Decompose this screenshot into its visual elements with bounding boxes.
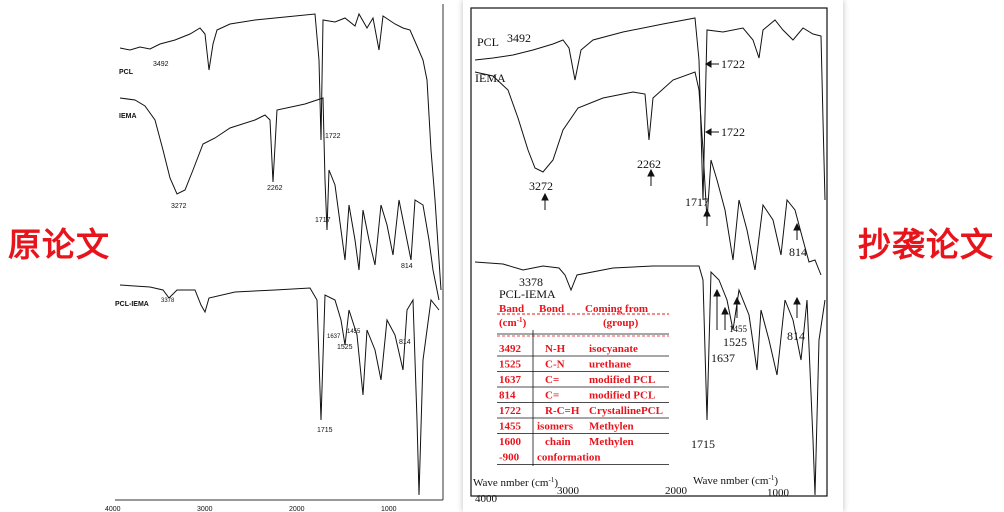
- plag-xlabel-left-sup: -1: [548, 476, 554, 484]
- orig-annot-3272: 3272: [171, 203, 187, 210]
- plagiarized-ftir-chart: PCL 3492 1722 IEMA 1722 3272 2262 1717 8…: [463, 0, 843, 512]
- orig-annot-3378: 3378: [161, 298, 175, 304]
- plagiarized-ftir-svg: PCL 3492 1722 IEMA 1722 3272 2262 1717 8…: [470, 7, 828, 505]
- table-cell-r2-c0: 1637: [499, 374, 522, 386]
- plag-iema-annot-814: 814: [789, 245, 807, 259]
- plag-pcl-iema-label: PCL-IEMA: [499, 287, 556, 301]
- plag-pcl-annot-1722: 1722: [721, 57, 745, 71]
- orig-pcl-iema-annot-814: 814: [399, 339, 411, 346]
- table-cell-r2-c1: C=: [545, 374, 559, 386]
- orig-annot-1715: 1715: [317, 427, 333, 434]
- plag-iema-annot-1722: 1722: [721, 125, 745, 139]
- plag-annot-3378: 3378: [519, 275, 543, 289]
- plag-annot-3272: 3272: [529, 179, 553, 193]
- table-header-coming-from: Coming from: [585, 303, 648, 315]
- table-cell-r3-c2: modified PCL: [589, 390, 655, 402]
- plag-annot-1525: 1525: [723, 335, 747, 349]
- table-cell-r5-c1: isomers: [537, 421, 574, 433]
- orig-annot-1455: 1455: [347, 329, 361, 335]
- plag-annot-1637: 1637: [711, 351, 735, 365]
- table-header-unit-base: (cm: [499, 317, 517, 329]
- table-cell-r2-c2: modified PCL: [589, 374, 655, 386]
- plag-xlabel-left: Wave nmber (cm-1): [473, 476, 558, 489]
- table-cell-r5-c0: 1455: [499, 421, 522, 433]
- orig-annot-1525: 1525: [337, 344, 353, 351]
- table-cell-r0-c1: N-H: [545, 343, 566, 355]
- orig-pcl-curve: [119, 12, 442, 291]
- table-cell-r0-c2: isocyanate: [589, 343, 638, 355]
- plag-xlabel-right: Wave nmber (cm-1): [693, 474, 778, 487]
- orig-xtick-1000: 1000: [381, 506, 397, 512]
- plag-xlabel-right-close: ): [774, 475, 778, 487]
- table-cell-r5-c2: Methylen: [589, 421, 634, 433]
- table-cell-r1-c1: C-N: [545, 359, 565, 371]
- band-table: Band Bond Coming from (cm-1) (group) 349…: [497, 303, 669, 466]
- plag-pcl-curve: [474, 17, 826, 201]
- orig-iema-annot-814: 814: [401, 263, 413, 270]
- plag-annot-2262: 2262: [637, 157, 661, 171]
- orig-pcl-iema-curve: [119, 284, 440, 496]
- table-header-unit-sup: -1: [517, 316, 523, 324]
- table-cell-r1-c0: 1525: [499, 359, 522, 371]
- table-cell-r6-c0: 1600: [499, 436, 522, 448]
- original-ftir-svg: PCL 3492 IEMA 1722 3272 2262 1717 814 PC…: [105, 4, 444, 512]
- orig-iema-curve: [119, 97, 440, 301]
- table-cell-r7-c1: conformation: [537, 452, 601, 464]
- plag-annot-1455: 1455: [729, 324, 748, 334]
- plag-annot-3492: 3492: [507, 31, 531, 45]
- orig-pcl-iema-label: PCL-IEMA: [115, 301, 149, 308]
- orig-xtick-4000: 4000: [105, 506, 121, 512]
- plag-iema-curve: [474, 71, 822, 276]
- plag-xlabel-right-sup: -1: [768, 474, 774, 482]
- original-ftir-chart: PCL 3492 IEMA 1722 3272 2262 1717 814 PC…: [105, 0, 450, 512]
- plag-xtick-2000: 2000: [665, 485, 688, 497]
- orig-xtick-2000: 2000: [289, 506, 305, 512]
- plag-xlabel-left-close: ): [554, 477, 558, 489]
- plag-pcl-iema-curve: [474, 261, 826, 496]
- orig-xtick-3000: 3000: [197, 506, 213, 512]
- table-cell-r7-c0: -900: [499, 452, 520, 464]
- orig-annot-3492: 3492: [153, 61, 169, 68]
- plag-xtick-1000: 1000: [767, 487, 790, 499]
- table-header-bond: Bond: [539, 303, 564, 315]
- plag-annot-1717: 1717: [685, 195, 709, 209]
- table-cell-r3-c0: 814: [499, 390, 516, 402]
- plag-iema-label: IEMA: [475, 71, 506, 85]
- table-cell-r4-c0: 1722: [499, 405, 522, 417]
- table-header-unit: (cm-1): [499, 316, 527, 329]
- orig-iema-label: IEMA: [119, 113, 137, 120]
- orig-annot-1637: 1637: [327, 334, 341, 340]
- table-cell-r4-c1: R-C=H: [545, 405, 580, 417]
- orig-annot-1722: 1722: [325, 133, 341, 140]
- table-header-unit-close: ): [523, 317, 527, 329]
- original-paper-label: 原论文: [8, 225, 110, 264]
- orig-annot-2262: 2262: [267, 185, 283, 192]
- table-header-group: (group): [603, 317, 639, 329]
- plagiarized-paper-label: 抄袭论文: [858, 225, 994, 264]
- table-cell-r1-c2: urethane: [589, 359, 631, 371]
- plag-pcl-label: PCL: [477, 35, 499, 49]
- table-cell-r4-c2: CrystallinePCL: [589, 405, 663, 417]
- table-cell-r0-c0: 3492: [499, 343, 522, 355]
- table-cell-r6-c1: chain: [545, 436, 571, 448]
- table-cell-r3-c1: C=: [545, 390, 559, 402]
- orig-pcl-label: PCL: [119, 69, 134, 76]
- plag-xtick-3000: 3000: [557, 485, 580, 497]
- plag-pcl-iema-annot-814: 814: [787, 329, 805, 343]
- orig-annot-1717: 1717: [315, 217, 331, 224]
- table-cell-r6-c2: Methylen: [589, 436, 634, 448]
- plag-xlabel-right-base: Wave nmber (cm: [693, 475, 769, 487]
- table-header-band: Band: [499, 303, 524, 315]
- plag-annot-1715: 1715: [691, 437, 715, 451]
- plag-xtick-4000: 4000: [475, 493, 498, 505]
- plag-xlabel-left-base: Wave nmber (cm: [473, 477, 549, 489]
